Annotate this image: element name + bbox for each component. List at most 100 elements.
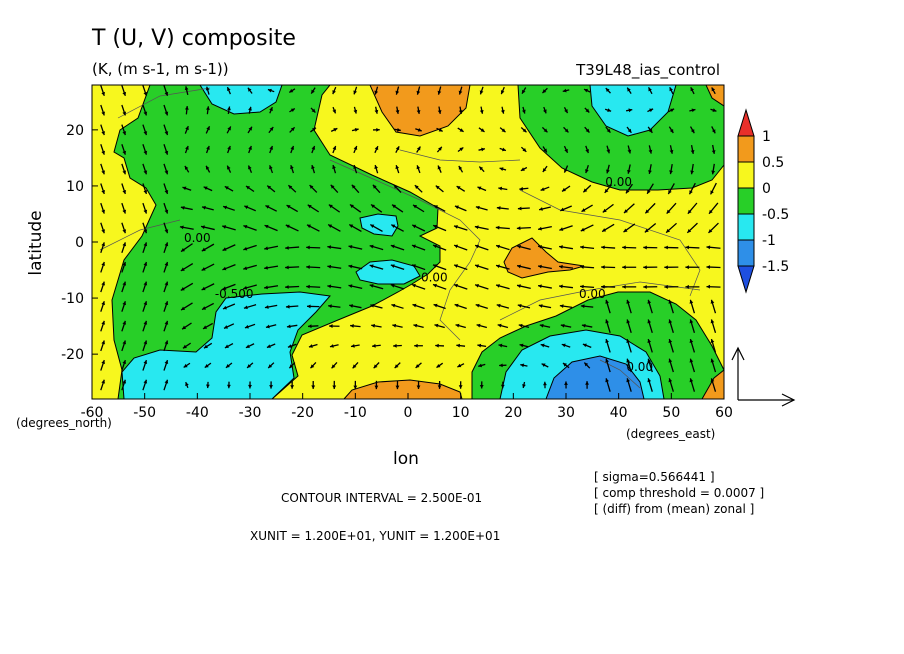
wind-arrow: [602, 203, 614, 213]
wind-arrow: [689, 319, 696, 333]
y-unit-label: (degrees_north): [16, 416, 112, 430]
wind-arrow: [264, 304, 278, 309]
cyan-region-north-west: [199, 85, 283, 115]
wind-arrow: [476, 323, 488, 329]
wind-arrow: [100, 85, 105, 97]
wind-arrow: [310, 362, 317, 369]
wind-arrow: [601, 284, 616, 289]
wind-arrow: [121, 183, 127, 195]
wind-arrow: [411, 264, 426, 271]
sigma-note: [ sigma=0.566441 ]: [594, 470, 715, 484]
wind-arrow: [453, 244, 468, 251]
plot-area: [92, 85, 724, 399]
wind-arrow: [582, 343, 592, 348]
wind-arrow: [519, 186, 529, 191]
wind-arrow: [353, 86, 358, 95]
wind-arrow: [307, 304, 320, 309]
wind-arrow: [475, 205, 488, 211]
wind-arrow: [436, 127, 443, 132]
wind-arrow: [474, 225, 489, 231]
wind-arrow: [184, 106, 189, 115]
wind-arrow: [182, 342, 192, 349]
wind-arrow: [456, 185, 466, 192]
wind-arrow: [222, 283, 236, 290]
x-tick-label: 10: [452, 405, 470, 421]
wind-arrow: [710, 358, 717, 373]
wind-arrow: [100, 379, 105, 391]
wind-arrow: [685, 265, 700, 270]
wind-arrow: [223, 323, 235, 329]
wind-arrow: [266, 185, 276, 193]
wind-arrow: [648, 164, 652, 175]
wind-arrow: [285, 304, 299, 309]
wind-arrow: [562, 88, 570, 93]
wind-arrow: [668, 358, 674, 373]
wind-arrow: [180, 263, 194, 272]
wind-arrow: [626, 126, 632, 134]
wind-arrow: [142, 320, 148, 332]
wind-arrow: [289, 108, 296, 113]
wind-arrow: [416, 380, 421, 390]
wind-arrow: [668, 338, 674, 353]
wind-arrow: [100, 340, 105, 352]
wind-arrow: [121, 242, 127, 254]
wind-arrow: [226, 86, 231, 95]
wind-arrow: [458, 86, 463, 95]
wind-arrow: [121, 301, 127, 312]
wind-arrow: [142, 202, 148, 214]
wind-arrow: [269, 165, 274, 174]
wind-arrow: [222, 264, 236, 271]
wind-arrow: [121, 320, 127, 332]
wind-arrow: [458, 381, 463, 389]
wind-arrow: [390, 283, 405, 290]
contour-label: -0.500: [215, 287, 254, 301]
wind-arrow: [332, 86, 337, 95]
wind-arrow: [519, 343, 529, 348]
wind-arrow: [690, 144, 695, 154]
orange-region-northeast-corner: [705, 85, 724, 107]
wind-arrow: [625, 183, 633, 194]
wind-arrow: [479, 106, 484, 114]
wind-arrow: [184, 86, 189, 96]
wind-arrow: [539, 323, 551, 328]
wind-arrow: [474, 283, 489, 290]
wind-arrow: [268, 126, 274, 134]
wind-arrow: [499, 167, 507, 171]
wind-arrow: [584, 126, 590, 133]
wind-arrow: [179, 225, 194, 230]
wind-arrow: [371, 343, 381, 348]
wind-arrow: [414, 184, 423, 193]
wind-arrow: [711, 144, 716, 155]
wind-arrow: [646, 183, 654, 195]
wind-arrow: [142, 281, 148, 293]
wind-arrow: [605, 378, 611, 392]
wind-arrow: [436, 362, 444, 369]
wind-arrow: [310, 127, 317, 133]
wind-arrow: [332, 145, 337, 154]
wind-arrow: [306, 284, 321, 289]
wind-arrow: [100, 144, 105, 155]
wind-arrow: [432, 283, 447, 290]
wind-arrow: [244, 323, 256, 329]
wind-arrow: [185, 381, 189, 389]
wind-arrow: [415, 362, 422, 369]
wind-arrow: [643, 284, 658, 289]
wind-arrow: [580, 304, 594, 309]
cyan-region-southwest: [121, 291, 331, 399]
wind-arrow: [163, 340, 169, 352]
wind-arrow: [706, 284, 721, 289]
wind-arrow: [100, 261, 105, 273]
wind-arrow: [558, 284, 574, 289]
wind-arrow: [349, 203, 362, 213]
wind-arrow: [411, 224, 426, 232]
colorbar: 1 0.5 0 -0.5 -1 -1.5: [737, 108, 789, 294]
wind-arrow: [478, 147, 486, 152]
wind-arrow: [163, 144, 169, 155]
wind-arrow: [498, 186, 508, 191]
wind-arrow: [708, 222, 719, 234]
wind-arrow: [248, 381, 252, 389]
wind-arrow: [222, 205, 235, 211]
wind-arrow: [453, 225, 468, 231]
wind-arrow: [623, 223, 636, 233]
wind-arrow: [517, 206, 530, 211]
